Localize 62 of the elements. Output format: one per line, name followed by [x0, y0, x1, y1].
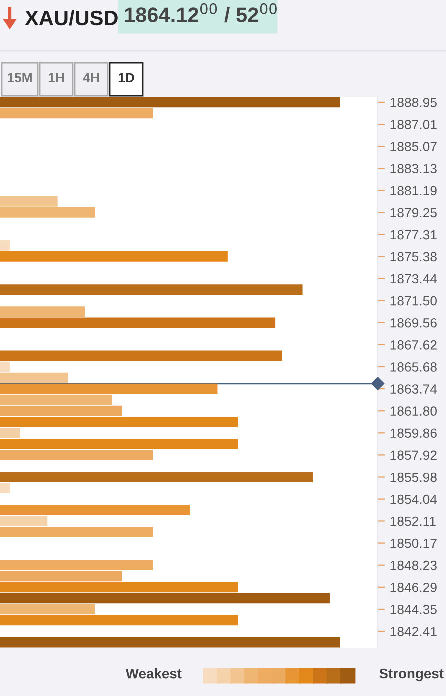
bar	[0, 362, 10, 372]
bar	[0, 428, 20, 438]
bar	[0, 306, 86, 318]
y-tick-label: 1871.50	[390, 296, 437, 306]
y-tick-label: 1885.07	[390, 142, 437, 152]
bar	[0, 284, 303, 295]
text: 15M	[8, 73, 32, 83]
y-tick-label: 1855.98	[390, 472, 437, 482]
text: Strongest	[380, 668, 444, 682]
bar	[0, 394, 112, 406]
bar	[0, 527, 154, 538]
bar	[0, 350, 282, 362]
y-tick-label: 1883.13	[390, 164, 437, 174]
bar	[0, 406, 122, 416]
y-tick-label: 1859.86	[390, 428, 437, 438]
bar	[0, 416, 238, 428]
chart-title: XAU/USD	[25, 10, 118, 26]
bar	[0, 438, 238, 450]
y-tick-label: 1848.23	[390, 560, 437, 570]
y-tick-label: 1873.44	[390, 274, 438, 284]
bar	[0, 615, 238, 626]
y-tick-label: 1852.11	[390, 516, 436, 526]
y-tick-label: 1854.04	[390, 494, 438, 504]
bar	[0, 516, 48, 526]
text: Weakest	[126, 668, 182, 679]
bar	[0, 252, 228, 262]
bar	[0, 108, 154, 119]
bar	[0, 450, 154, 460]
y-tick-label: 1865.68	[390, 362, 437, 372]
chart-subtitle: 1864.12$^{00}$ / 52$^{00}$	[125, 3, 277, 23]
text: 1H	[48, 73, 64, 82]
bar	[0, 196, 58, 207]
y-tick-label: 1881.19	[390, 186, 437, 196]
bar	[0, 208, 96, 218]
bar	[0, 593, 330, 604]
bar	[0, 604, 96, 615]
y-tick-label: 1842.41	[390, 627, 437, 636]
bar	[0, 97, 340, 108]
bar	[0, 372, 68, 384]
y-tick-label: 1850.17	[390, 538, 437, 548]
bar	[0, 472, 313, 482]
y-tick-label: 1875.38	[390, 252, 437, 262]
y-tick-label: 1863.74	[390, 384, 438, 394]
y-tick-label: 1867.62	[390, 340, 437, 350]
bar	[0, 505, 191, 516]
y-tick-label: 1888.95	[390, 98, 437, 108]
bar	[0, 483, 10, 494]
y-tick-label: 1887.01	[390, 120, 437, 130]
y-tick-label: 1869.56	[390, 318, 437, 328]
y-tick-label: 1844.35	[390, 605, 437, 614]
text: 4H	[83, 73, 100, 82]
bar	[0, 637, 340, 648]
bar	[0, 318, 276, 328]
y-tick-label: 1879.25	[390, 208, 437, 218]
bar	[0, 582, 238, 593]
bar	[0, 240, 10, 251]
bar	[0, 384, 218, 394]
y-tick-label: 1846.29	[390, 582, 437, 592]
y-tick-label: 1857.92	[390, 450, 437, 460]
y-tick-label: 1861.80	[390, 406, 437, 416]
y-tick-label: 1877.31	[390, 230, 437, 240]
text: 1D	[118, 73, 134, 82]
